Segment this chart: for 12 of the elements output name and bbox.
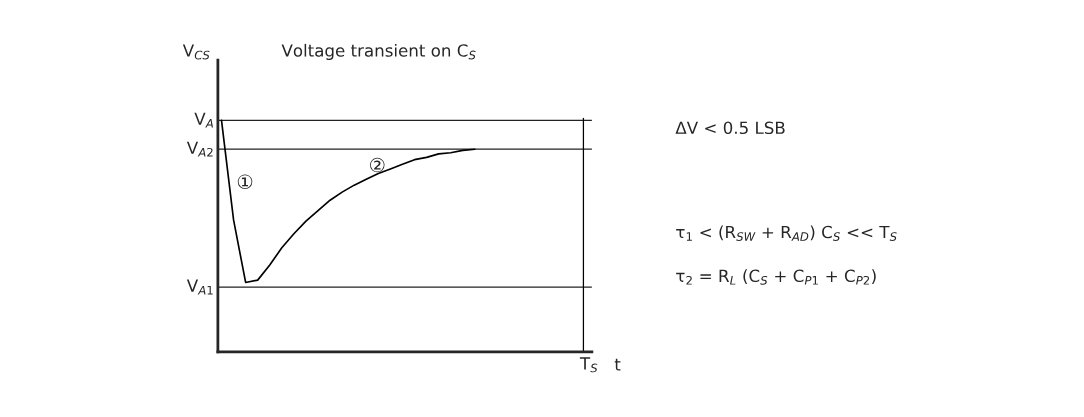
ref-line-label: V$_{A}$ [194, 112, 213, 128]
ref-line-label: V$_{A1}$ [186, 279, 213, 295]
annotation: ① [237, 174, 253, 190]
text: T$_{S}$ [579, 357, 598, 373]
annotation: ② [370, 157, 385, 173]
text: τ$_{1}$ < (R$_{SW}$ + R$_{AD}$) C$_{S}$ << T$_{S}$ [676, 225, 897, 241]
y-axis-title: V$_{CS}$ [182, 44, 210, 60]
ref-line-label: V$_{A2}$ [186, 141, 213, 157]
text: τ$_{2}$ = R$_{L}$ (C$_{S}$ + C$_{P1}$ + C$_{P2}$) [676, 269, 876, 285]
text: ΔV < 0.5 LSB [675, 121, 785, 135]
chart-title: Voltage transient on C$_{S}$ [281, 43, 476, 61]
x-axis-title: t [614, 358, 621, 371]
